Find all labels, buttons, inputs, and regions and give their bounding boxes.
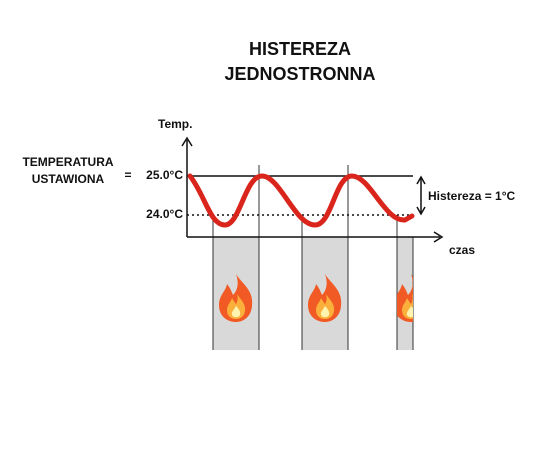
setpoint-label: TEMPERATURA xyxy=(22,155,113,169)
x-axis-label: czas xyxy=(449,243,475,257)
title-line: JEDNOSTRONNA xyxy=(224,64,375,84)
hysteresis-label: Histereza = 1°C xyxy=(428,189,516,203)
title-line: HISTEREZA xyxy=(249,39,351,59)
axes xyxy=(181,136,444,243)
setpoint-label: USTAWIONA xyxy=(32,172,105,186)
hysteresis-arrow xyxy=(416,175,426,216)
upper-label: 25.0°C xyxy=(146,168,183,182)
y-axis-label: Temp. xyxy=(158,117,192,131)
equals-sign: = xyxy=(124,168,131,182)
lower-label: 24.0°C xyxy=(146,207,183,221)
temperature-curve xyxy=(187,173,415,228)
